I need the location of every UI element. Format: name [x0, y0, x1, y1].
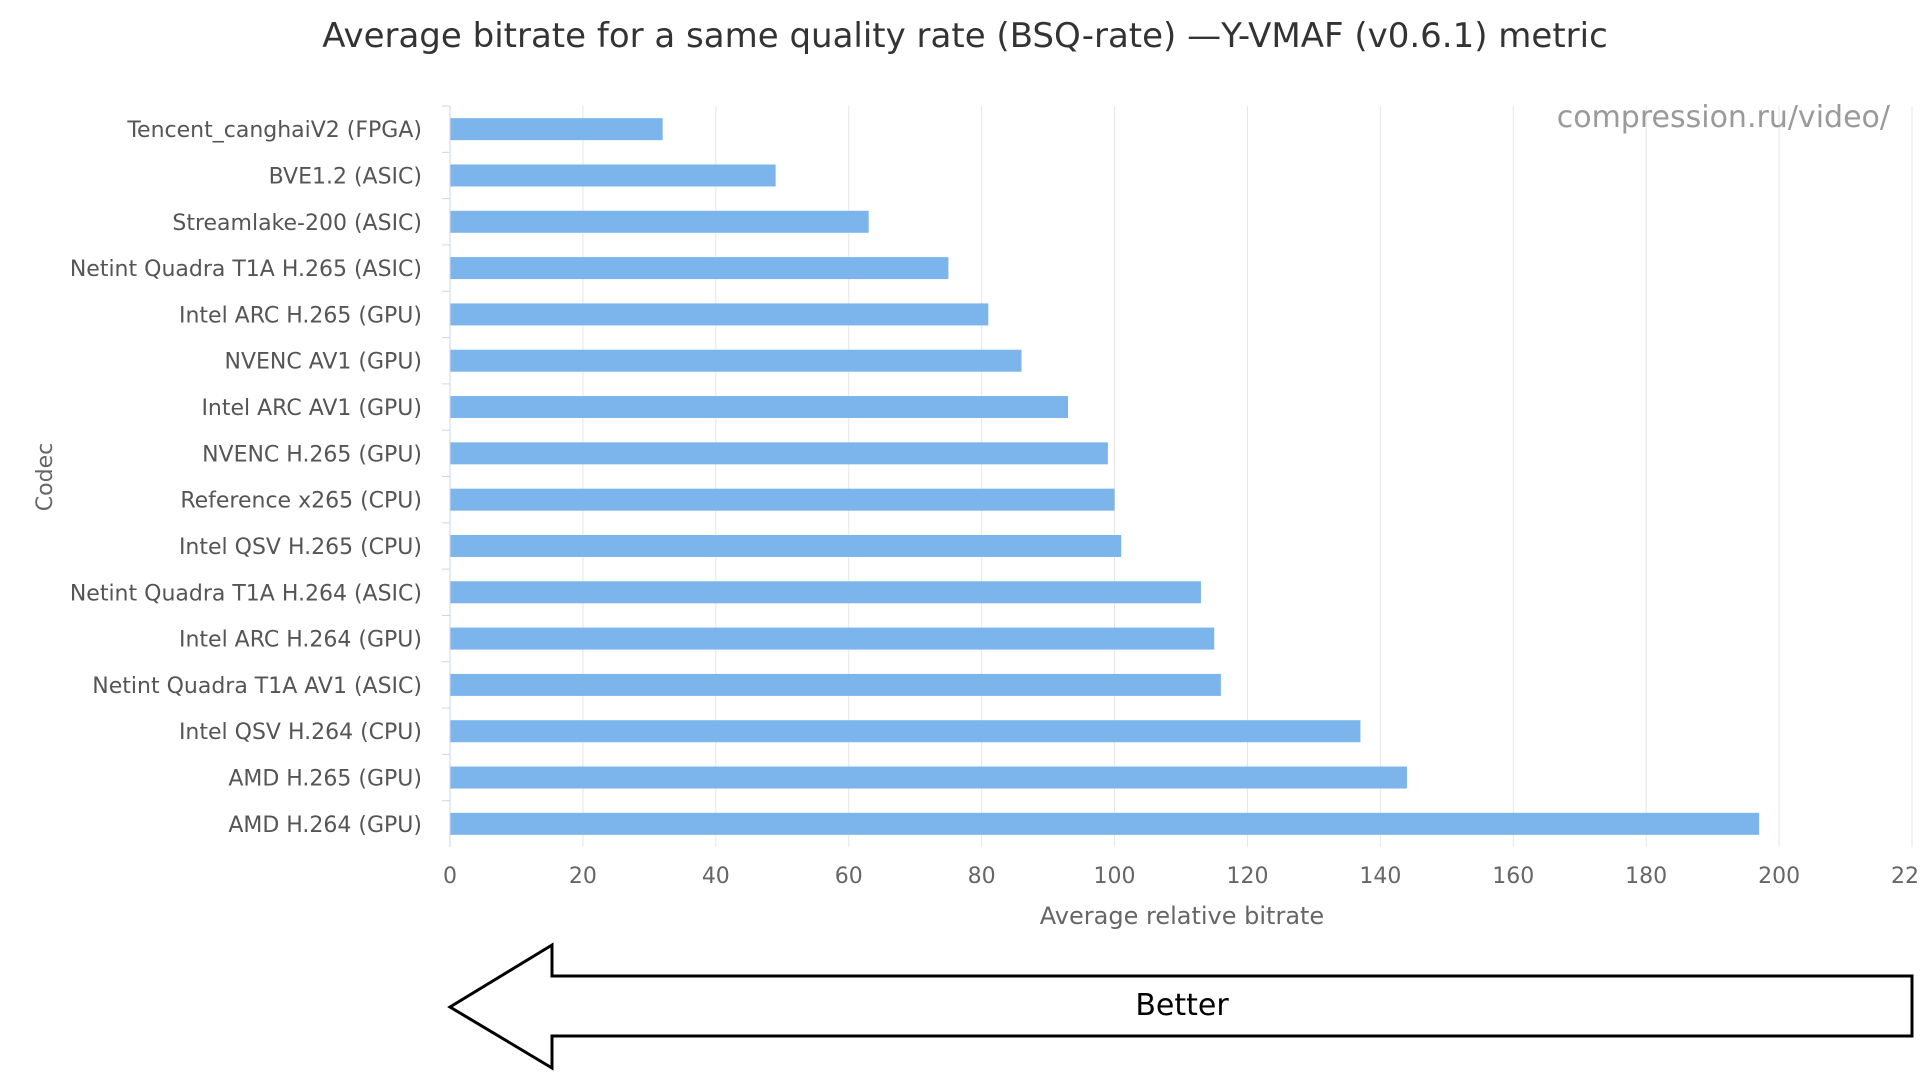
- better-arrow-icon: [447, 942, 1914, 1071]
- x-tick-label: 220: [1891, 864, 1920, 889]
- y-tick-label: Streamlake-200 (ASIC): [172, 211, 422, 236]
- x-tick-label: 160: [1492, 864, 1534, 889]
- y-tick-label: Netint Quadra T1A AV1 (ASIC): [92, 674, 422, 699]
- y-tick-label: Netint Quadra T1A H.264 (ASIC): [70, 581, 422, 606]
- bar: [450, 303, 989, 326]
- x-tick-label: 20: [569, 864, 597, 889]
- y-tick-label: Intel ARC H.265 (GPU): [179, 303, 422, 328]
- y-tick-label: Intel ARC AV1 (GPU): [201, 396, 422, 421]
- bar: [450, 534, 1122, 557]
- y-tick-label: NVENC AV1 (GPU): [225, 350, 422, 375]
- y-tick-label: Intel QSV H.265 (CPU): [179, 535, 422, 560]
- x-tick-label: 200: [1758, 864, 1800, 889]
- y-tick-label: Intel ARC H.264 (GPU): [179, 628, 422, 653]
- bar: [450, 164, 776, 187]
- bars: [450, 118, 1760, 835]
- y-tick-labels: Tencent_canghaiV2 (FPGA) BVE1.2 (ASIC) Str…: [70, 105, 450, 838]
- bar: [450, 627, 1215, 650]
- y-tick-label: Netint Quadra T1A H.265 (ASIC): [70, 257, 422, 282]
- bar: [450, 488, 1115, 511]
- y-tick-label: AMD H.264 (GPU): [228, 813, 422, 838]
- x-tick-label: 140: [1359, 864, 1401, 889]
- bar: [450, 812, 1760, 835]
- x-tick-label: 120: [1226, 864, 1268, 889]
- x-tick-label: 180: [1625, 864, 1667, 889]
- x-tick-label: 80: [968, 864, 996, 889]
- chart-title: Average bitrate for a same quality rate …: [322, 16, 1608, 56]
- y-tick-label: BVE1.2 (ASIC): [269, 164, 422, 189]
- bar: [450, 581, 1201, 604]
- bar: [450, 210, 869, 233]
- x-tick-label: 40: [702, 864, 730, 889]
- x-tick-labels: 0 20 40 60 80 100 120 140 160 180 200 220: [443, 864, 1920, 889]
- bar: [450, 720, 1361, 743]
- bar: [450, 118, 663, 141]
- y-tick-label: Intel QSV H.264 (CPU): [179, 720, 422, 745]
- y-tick-label: Reference x265 (CPU): [180, 489, 422, 514]
- bar: [450, 766, 1407, 789]
- bar: [450, 349, 1022, 372]
- x-axis-label: Average relative bitrate: [1040, 902, 1324, 930]
- bar: [450, 396, 1069, 419]
- x-tick-label: 100: [1094, 864, 1136, 889]
- bar: [450, 257, 949, 280]
- y-axis-label: Codec: [33, 443, 58, 511]
- bar: [450, 673, 1221, 696]
- x-tick-label: 0: [443, 864, 457, 889]
- bar: [450, 442, 1108, 465]
- y-tick-label: Tencent_canghaiV2 (FPGA): [126, 118, 422, 143]
- better-label: Better: [1135, 988, 1229, 1023]
- y-tick-label: NVENC H.265 (GPU): [202, 442, 422, 467]
- x-tick-label: 60: [835, 864, 863, 889]
- y-tick-label: AMD H.265 (GPU): [228, 767, 422, 792]
- watermark: compression.ru/video/: [1557, 100, 1891, 135]
